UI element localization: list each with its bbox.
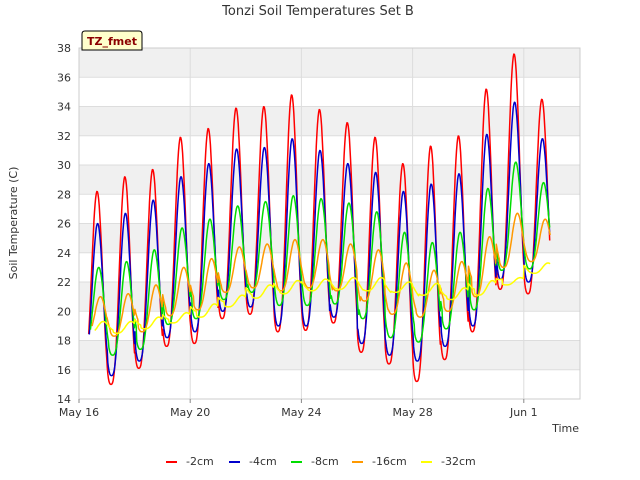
site-badge-label: TZ_fmet [87, 35, 137, 48]
y-tick-label: 20 [57, 305, 71, 318]
x-axis-ticks: May 16 May 20 May 24 May 28 Jun 1 [59, 399, 538, 419]
x-axis-label: Time [551, 422, 579, 435]
legend-label: -2cm [186, 455, 214, 468]
background-bands [79, 48, 580, 370]
y-tick-label: 18 [57, 335, 71, 348]
series-line-4cm [88, 101, 551, 377]
x-tick-label: May 24 [281, 406, 321, 419]
series-line-2cm [87, 53, 551, 386]
legend-label: -4cm [249, 455, 277, 468]
series-line-16cm [91, 212, 551, 337]
y-tick-label: 22 [57, 276, 71, 289]
y-tick-label: 14 [57, 393, 71, 406]
y-tick-label: 34 [57, 101, 71, 114]
x-tick-label: May 16 [59, 406, 99, 419]
background-band [79, 340, 580, 370]
series-line-8cm [89, 161, 551, 356]
y-axis-ticks: 14 16 18 20 22 24 26 28 30 32 34 36 38 [57, 42, 71, 406]
x-tick-label: May 28 [392, 406, 432, 419]
plot-area [78, 47, 581, 400]
y-axis-label: Soil Temperature (C) [7, 167, 20, 280]
y-tick-label: 16 [57, 364, 71, 377]
series-lines [87, 53, 551, 386]
chart-title: Tonzi Soil Temperatures Set B [221, 4, 414, 19]
background-band [79, 48, 580, 78]
series-line-32cm [94, 262, 551, 334]
y-tick-label: 28 [57, 188, 71, 201]
y-tick-label: 32 [57, 130, 71, 143]
site-badge-box [81, 30, 143, 51]
x-tick-label: Jun 1 [509, 406, 538, 419]
y-tick-label: 24 [57, 247, 71, 260]
y-tick-label: 36 [57, 71, 71, 84]
background-band [79, 106, 580, 136]
legend: -2cm -4cm -8cm -16cm -32cm [166, 455, 476, 468]
legend-label: -16cm [372, 455, 407, 468]
x-tick-label: May 20 [170, 406, 210, 419]
y-tick-label: 38 [57, 42, 71, 55]
legend-label: -32cm [441, 455, 476, 468]
site-badge: TZ_fmet [81, 30, 143, 51]
y-tick-label: 26 [57, 218, 71, 231]
background-band [79, 165, 580, 195]
legend-label: -8cm [311, 455, 339, 468]
y-tick-label: 30 [57, 159, 71, 172]
